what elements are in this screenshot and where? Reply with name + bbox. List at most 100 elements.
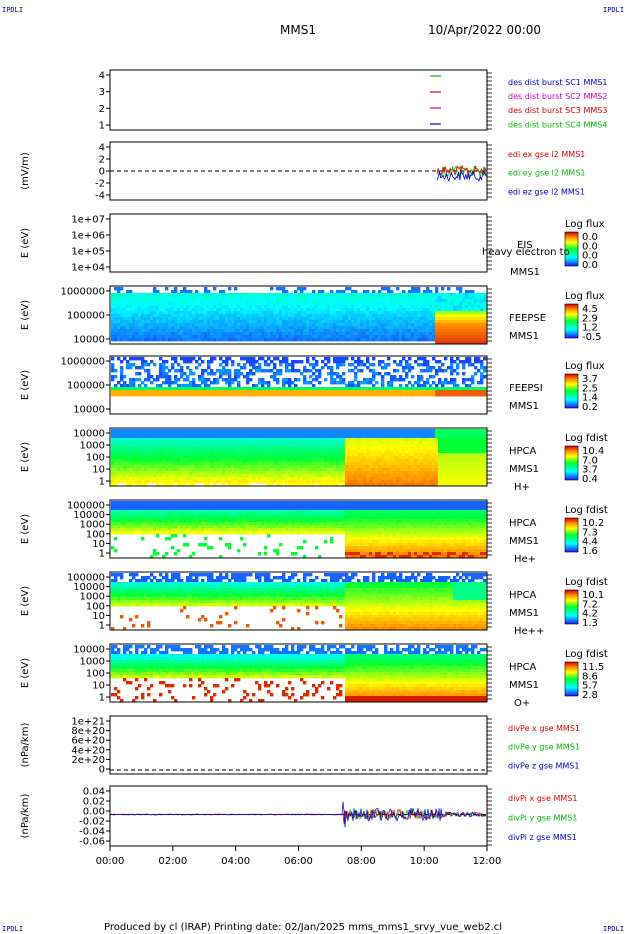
heatmap-cell	[375, 465, 379, 469]
heatmap-cell	[162, 462, 166, 466]
heatmap-cell	[324, 387, 328, 391]
heatmap-cell	[177, 480, 181, 484]
heatmap-cell	[468, 393, 472, 397]
heatmap-cell	[312, 471, 316, 475]
colorbar-title: Log flux	[565, 291, 605, 302]
heatmap-cell	[408, 338, 412, 342]
heatmap-cell	[207, 360, 211, 364]
heatmap-cell	[177, 468, 181, 472]
heatmap-cell	[342, 308, 346, 312]
heatmap-cell	[255, 308, 259, 312]
heatmap-cell	[189, 302, 193, 306]
heatmap-cell	[279, 393, 283, 397]
heatmap-cell	[141, 381, 145, 385]
heatmap-cell	[300, 441, 304, 445]
heatmap-cell	[360, 338, 364, 342]
heatmap-cell	[186, 311, 190, 315]
heatmap-cell	[342, 483, 346, 487]
heatmap-cell	[282, 465, 286, 469]
heatmap-cell	[381, 432, 385, 436]
heatmap-cell	[189, 465, 193, 469]
heatmap-cell	[168, 387, 172, 391]
heatmap-cell	[306, 360, 310, 364]
heatmap-cell	[156, 311, 160, 315]
heatmap-cell	[396, 299, 400, 303]
heatmap-cell	[123, 435, 127, 439]
heatmap-cell	[264, 369, 268, 373]
heatmap-cell	[144, 456, 148, 460]
heatmap-cell	[366, 453, 370, 457]
heatmap-cell	[411, 366, 415, 370]
heatmap-cell	[168, 326, 172, 330]
heatmap-cell	[273, 390, 277, 394]
heatmap-cell	[336, 441, 340, 445]
heatmap-cell	[219, 390, 223, 394]
heatmap-cell	[246, 332, 250, 336]
heatmap-cell	[357, 384, 361, 388]
heatmap-cell	[438, 360, 442, 364]
heatmap-cell	[342, 462, 346, 466]
heatmap-cell	[153, 378, 157, 382]
colorbar-value: 0.0	[582, 260, 598, 271]
heatmap-cell	[369, 471, 373, 475]
heatmap-cell	[312, 293, 316, 297]
heatmap-cell	[135, 366, 139, 370]
heatmap-cell	[270, 453, 274, 457]
heatmap-cell	[372, 311, 376, 315]
heatmap-cell	[402, 323, 406, 327]
heatmap-cell	[255, 438, 259, 442]
heatmap-cell	[204, 369, 208, 373]
heatmap-cell	[414, 317, 418, 321]
heatmap-cell	[279, 435, 283, 439]
heatmap-cell	[147, 378, 151, 382]
heatmap-cell	[369, 329, 373, 333]
heatmap-cell	[162, 372, 166, 376]
heatmap-cell	[360, 369, 364, 373]
heatmap-cell	[339, 311, 343, 315]
heatmap-cell	[375, 456, 379, 460]
heatmap-cell	[174, 308, 178, 312]
heatmap-cell	[312, 320, 316, 324]
heatmap-cell	[357, 462, 361, 466]
heatmap-cell	[408, 332, 412, 336]
heatmap-cell	[189, 477, 193, 481]
heatmap-cell	[444, 320, 448, 324]
heatmap-cell	[288, 456, 292, 460]
heatmap-cell	[471, 381, 475, 385]
heatmap-cell	[126, 296, 130, 300]
heatmap-cell	[249, 468, 253, 472]
heatmap-cell	[330, 435, 334, 439]
heatmap-cell	[114, 302, 118, 306]
heatmap-cell	[432, 357, 436, 361]
heatmap-cell	[150, 308, 154, 312]
heatmap-cell	[387, 462, 391, 466]
heatmap-cell	[234, 450, 238, 454]
heatmap-cell	[141, 360, 145, 364]
heatmap-cell	[363, 453, 367, 457]
heatmap-cell	[426, 320, 430, 324]
heatmap-cell	[321, 468, 325, 472]
heatmap-cell	[333, 317, 337, 321]
heatmap-cell	[219, 468, 223, 472]
heatmap-cell	[381, 393, 385, 397]
heatmap-cell	[192, 332, 196, 336]
heatmap-cell	[291, 305, 295, 309]
heatmap-cell	[237, 432, 241, 436]
heatmap-cell	[324, 432, 328, 436]
heatmap-cell	[438, 314, 442, 318]
heatmap-cell	[333, 302, 337, 306]
heatmap-cell	[315, 326, 319, 330]
heatmap-cell	[381, 456, 385, 460]
heatmap-cell	[333, 293, 337, 297]
heatmap-cell	[150, 329, 154, 333]
heatmap-cell	[120, 438, 124, 442]
heatmap-cell	[135, 332, 139, 336]
heatmap-cell	[240, 468, 244, 472]
heatmap-cell	[150, 468, 154, 472]
heatmap-cell	[273, 447, 277, 451]
heatmap-cell	[231, 311, 235, 315]
heatmap-cell	[204, 465, 208, 469]
heatmap-cell	[480, 387, 484, 391]
heatmap-cell	[264, 474, 268, 478]
heatmap-cell	[132, 299, 136, 303]
